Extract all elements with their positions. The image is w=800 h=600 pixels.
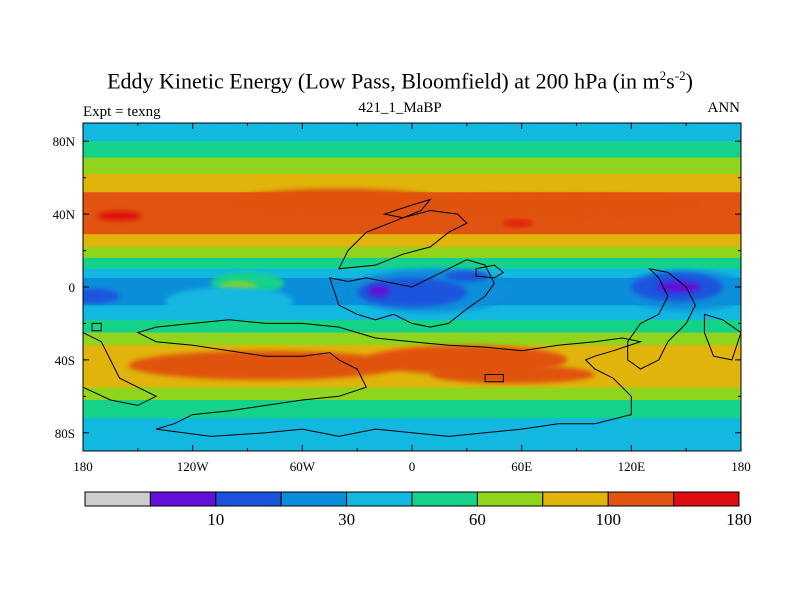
contour-band-14 (83, 387, 741, 401)
contour-region-15 (83, 288, 120, 304)
land-outline-1 (329, 259, 495, 328)
colorbar-box-7 (542, 491, 609, 507)
y-axis: 80N 40N 0 40S 80S (53, 134, 741, 441)
colorbar-label-0: 10 (207, 510, 224, 529)
land-outline-9 (475, 264, 505, 279)
colorbar-box-4 (346, 491, 413, 507)
colorbar-label-1: 30 (338, 510, 355, 529)
contour-band-2 (83, 157, 741, 175)
contour-region-1 (421, 194, 696, 216)
x-tick-label-6: 180 (731, 459, 751, 474)
land-outline-4 (703, 313, 741, 361)
x-tick-label-4: 60E (511, 459, 532, 474)
contour-region-2 (97, 211, 142, 221)
season-label: ANN (707, 100, 741, 116)
land-outline-5 (83, 332, 158, 406)
contour-band-7 (83, 257, 741, 270)
contour-band-6 (83, 246, 741, 259)
colorbar-box-1 (149, 491, 217, 507)
land-outline-8 (382, 198, 432, 219)
colorbar-box-0 (84, 491, 151, 507)
chart-title: Eddy Kinetic Energy (Low Pass, Bloomfiel… (107, 68, 693, 94)
y-tick-label-4: 80S (55, 426, 75, 441)
colorbar-box-3 (280, 491, 348, 507)
colorbar-label-3: 100 (595, 510, 621, 529)
x-tick-label-5: 120E (618, 459, 646, 474)
contour-region-4 (128, 350, 403, 380)
colorbar-box-5 (411, 491, 478, 507)
contour-band-11 (83, 319, 741, 334)
colorbar-label-4: 180 (726, 510, 752, 529)
contour-band-0 (83, 123, 741, 142)
colorbar-box-8 (607, 491, 675, 507)
y-tick-label-0: 80N (53, 134, 76, 149)
land-outline-0 (338, 209, 468, 270)
contour-region-17 (656, 281, 701, 293)
contour-band-3 (83, 174, 741, 193)
contour-region-0 (232, 188, 445, 215)
contour-band-1 (83, 141, 741, 159)
y-tick-label-1: 40N (53, 207, 76, 222)
colorbar-box-2 (215, 491, 282, 507)
contour-band-5 (83, 234, 741, 248)
x-tick-label-1: 120W (177, 459, 210, 474)
contour-region-3 (503, 220, 533, 226)
contour-region-16 (368, 285, 391, 297)
contour-band-15 (83, 399, 741, 419)
x-axis: 180 120W 60W 0 60E 120E 180 (73, 123, 751, 474)
land-outline-6 (91, 322, 102, 332)
contour-band-12 (83, 332, 741, 346)
x-tick-label-3: 0 (409, 459, 416, 474)
land-outline-2 (136, 319, 643, 437)
contour-region-6 (430, 365, 595, 384)
colorbar-box-9 (673, 491, 740, 507)
colorbar-box-6 (476, 491, 544, 507)
colorbar: 10 30 60 100 180 (84, 491, 752, 529)
contour-region-9 (165, 287, 294, 317)
contour-region-13 (444, 270, 489, 282)
x-tick-label-0: 180 (73, 459, 93, 474)
run-label: 421_1_MaBP (358, 100, 442, 116)
continent-outlines (83, 198, 741, 437)
experiment-label: Expt = texng (83, 104, 161, 120)
y-tick-label-2: 0 (69, 280, 76, 295)
land-outline-7 (484, 374, 504, 383)
land-outline-3 (627, 267, 696, 370)
contour-region-12 (357, 277, 467, 308)
x-tick-label-2: 60W (290, 459, 316, 474)
y-tick-label-3: 40S (55, 353, 75, 368)
field-layer (83, 123, 741, 451)
colorbar-label-2: 60 (469, 510, 486, 529)
